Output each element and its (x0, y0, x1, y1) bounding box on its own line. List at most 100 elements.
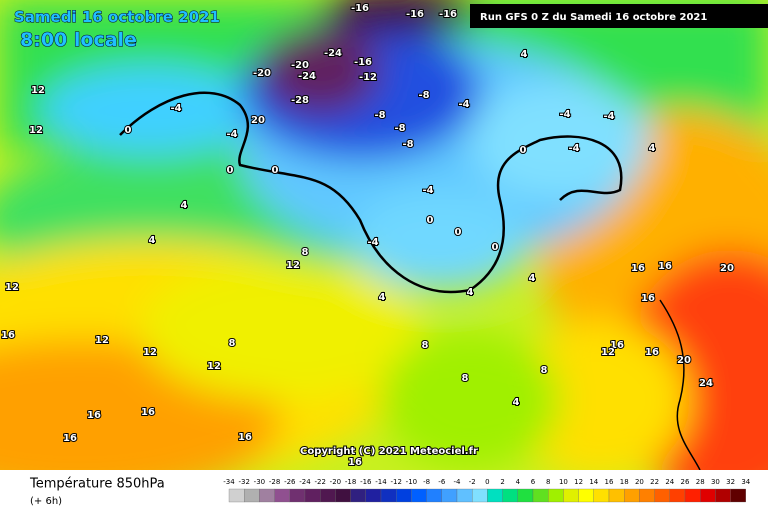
scale-label: -18 (345, 478, 356, 486)
scale-swatch (244, 488, 260, 503)
scale-swatch (517, 488, 534, 503)
scale-label: 0 (485, 478, 489, 486)
scale-swatch (350, 488, 366, 503)
contour-label: -8 (394, 123, 405, 134)
legend-step: (+ 6h) (30, 496, 62, 507)
contour-label: -4 (226, 129, 237, 140)
scale-swatch (426, 488, 442, 503)
contour-label: 16 (348, 457, 362, 468)
scale-swatch (624, 488, 640, 503)
scale-label: -14 (375, 478, 387, 486)
scale-label: -20 (330, 478, 341, 486)
contour-label: 0 (520, 145, 527, 156)
scale-swatch (639, 488, 655, 503)
scale-swatch (274, 488, 290, 503)
scale-label: 16 (605, 478, 614, 486)
scale-swatch (608, 488, 625, 503)
contour-label: 12 (95, 335, 109, 346)
contour-label: -4 (568, 143, 579, 154)
scale-label: -6 (438, 478, 446, 486)
contour-label: 24 (699, 378, 713, 389)
copyright: Copyright (C) 2021 Meteociel.fr (300, 446, 478, 457)
contour-label: -24 (324, 48, 342, 59)
contour-label: 12 (601, 347, 615, 358)
contour-label: 12 (31, 85, 45, 96)
contour-label: 0 (125, 125, 132, 136)
contour-label: 20 (677, 355, 691, 366)
scale-label: 12 (574, 478, 583, 486)
scale-label: -26 (284, 478, 296, 486)
contour-label: 8 (462, 373, 469, 384)
contour-label: 4 (379, 292, 386, 303)
scale-swatch (715, 488, 731, 503)
contour-label: 0 (427, 215, 434, 226)
scale-label: 22 (650, 478, 659, 486)
contour-label: 16 (63, 433, 77, 444)
contour-label: -24 (298, 71, 316, 82)
contour-label: 12 (286, 260, 300, 271)
scale-label: -34 (223, 478, 235, 486)
contour-label: 16 (141, 407, 155, 418)
contour-label: 0 (455, 227, 462, 238)
contour-label: -8 (374, 110, 385, 121)
contour-label: 12 (5, 282, 19, 293)
contour-label: 16 (87, 410, 101, 421)
contour-label: 8 (422, 340, 429, 351)
scale-label: -16 (360, 478, 372, 486)
contour-label: 16 (631, 263, 645, 274)
zero-isotherm (119, 91, 623, 294)
scale-swatch (684, 488, 701, 503)
contour-label: 16 (238, 432, 252, 443)
scale-label: -8 (423, 478, 430, 486)
contour-label: -4 (559, 109, 570, 120)
scale-label: 10 (559, 478, 568, 486)
scale-label: -24 (299, 478, 311, 486)
scale-swatch (441, 488, 458, 503)
scale-swatch (578, 488, 594, 503)
scale-swatch (304, 488, 321, 503)
contour-label: -4 (422, 185, 433, 196)
contour-label: -4 (603, 111, 614, 122)
contour-label: 0 (227, 165, 234, 176)
scale-swatch (548, 488, 564, 503)
contour-label: -16 (354, 57, 372, 68)
scale-swatch (456, 488, 473, 503)
scale-label: 20 (635, 478, 644, 486)
contour-label: 12 (29, 125, 43, 136)
contour-label: 16 (610, 340, 624, 351)
scale-swatch (487, 488, 503, 503)
contour-label: 4 (513, 397, 520, 408)
contour-label: 20 (720, 263, 734, 274)
scale-label: 4 (516, 478, 521, 486)
scale-label: 30 (711, 478, 720, 486)
contour-label: 4 (181, 200, 188, 211)
contour-label: 20 (251, 115, 265, 126)
scale-label: -12 (390, 478, 401, 486)
contour-label: 8 (229, 338, 236, 349)
scale-label: 2 (500, 478, 504, 486)
contour-label: 16 (658, 261, 672, 272)
scale-swatch (259, 488, 275, 503)
contour-label: 0 (492, 242, 499, 253)
contour-label: 4 (149, 235, 156, 246)
legend-title: Température 850hPa (29, 477, 165, 492)
scale-label: 34 (741, 478, 750, 486)
contour-label: 0 (272, 165, 279, 176)
scale-swatch (669, 488, 686, 503)
contour-label: -8 (418, 90, 429, 101)
scale-label: 14 (589, 478, 598, 486)
contour-label: -16 (439, 9, 457, 20)
color-scale: -34 -32 -30 -28 -26 -24 -22 -20 -18 -16 -14 -12 -10-… (223, 478, 751, 503)
contour-label: -4 (170, 103, 181, 114)
scale-label: -2 (469, 478, 476, 486)
contour-label: 4 (529, 273, 536, 284)
scale-label: 24 (665, 478, 674, 486)
scale-swatch (365, 488, 382, 503)
scale-label: 32 (726, 478, 735, 486)
contour-label: 4 (521, 49, 528, 60)
scale-label: 26 (681, 478, 690, 486)
run-text: Run GFS 0 Z du Samedi 16 octobre 2021 (480, 12, 707, 23)
scale-swatch (335, 488, 351, 503)
